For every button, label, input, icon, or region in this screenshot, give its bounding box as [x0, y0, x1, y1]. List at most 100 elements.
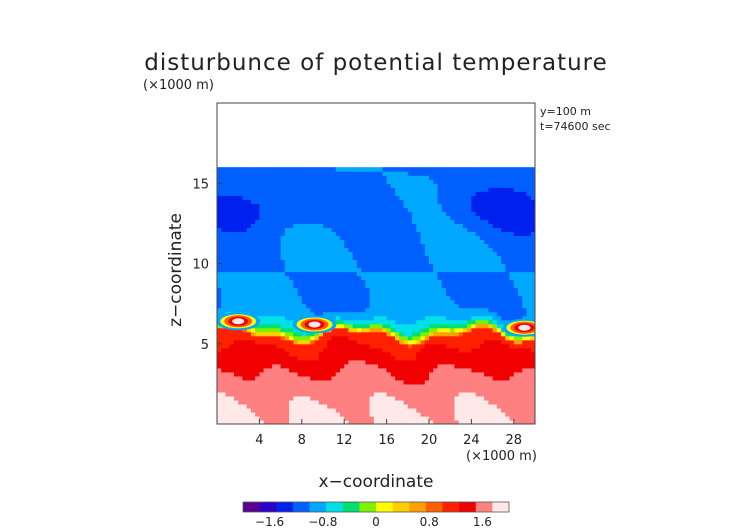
heatmap-cell	[356, 343, 362, 349]
heatmap-cell	[378, 199, 383, 204]
heatmap-cell	[458, 391, 464, 397]
heatmap-cell	[386, 275, 392, 281]
heatmap-cell	[217, 175, 222, 180]
heatmap-cell	[339, 211, 345, 216]
heatmap-cell	[399, 367, 405, 373]
heatmap-cell	[293, 207, 299, 212]
heatmap-cell	[238, 307, 244, 313]
heatmap-cell	[267, 415, 273, 421]
heatmap-cell	[297, 231, 303, 237]
heatmap-cell	[399, 203, 405, 208]
heatmap-cell	[488, 411, 494, 417]
heatmap-cell	[365, 187, 371, 192]
heatmap-cell	[327, 391, 333, 397]
heatmap-cell	[373, 183, 379, 188]
heatmap-cell	[441, 339, 447, 345]
heatmap-cell	[378, 343, 383, 349]
heatmap-cell	[284, 283, 290, 289]
heatmap-cell	[399, 275, 405, 281]
heatmap-cell	[475, 407, 481, 413]
heatmap-cell	[238, 335, 244, 341]
heatmap-cell	[429, 279, 434, 285]
heatmap-cell	[395, 403, 400, 409]
heatmap-cell	[454, 319, 460, 325]
heatmap-cell	[323, 187, 328, 192]
heatmap-cell	[429, 223, 434, 228]
heatmap-cell	[263, 299, 269, 305]
heatmap-cell	[314, 239, 320, 245]
heatmap-cell	[403, 395, 409, 401]
heatmap-cell	[475, 191, 481, 196]
heatmap-cell	[306, 167, 311, 172]
heatmap-cell	[263, 327, 269, 333]
heatmap-cell	[293, 183, 299, 188]
heatmap-cell	[306, 375, 311, 381]
heatmap-cell	[399, 167, 405, 172]
heatmap-cell	[522, 263, 528, 269]
heatmap-cell	[403, 183, 409, 188]
heatmap-cell	[280, 195, 286, 200]
heatmap-cell	[505, 391, 511, 397]
heatmap-cell	[530, 419, 535, 424]
y-unit-label: (×1000 m)	[143, 78, 214, 93]
heatmap-cell	[484, 215, 489, 220]
heatmap-cell	[467, 203, 472, 208]
heatmap-cell	[513, 419, 519, 424]
heatmap-cell	[454, 343, 460, 349]
heatmap-cell	[352, 299, 358, 305]
heatmap-cell	[310, 275, 316, 281]
heatmap-cell	[467, 375, 472, 381]
heatmap-cell	[501, 223, 506, 228]
heatmap-cell	[356, 347, 362, 353]
heatmap-cell	[221, 379, 227, 385]
heatmap-cell	[479, 199, 485, 204]
heatmap-cell	[301, 267, 307, 273]
heatmap-cell	[390, 187, 396, 192]
heatmap-cell	[488, 363, 494, 369]
heatmap-cell	[433, 251, 439, 257]
heatmap-cell	[246, 331, 252, 337]
heatmap-cell	[331, 211, 337, 216]
colorbar-swatch	[326, 502, 344, 512]
heatmap-cell	[339, 203, 345, 208]
heatmap-cell	[306, 267, 311, 273]
heatmap-cell	[458, 387, 464, 393]
heatmap-cell	[259, 383, 265, 389]
heatmap-cell	[412, 271, 417, 277]
heatmap-cell	[267, 295, 273, 301]
heatmap-cell	[280, 355, 286, 361]
heatmap-cell	[314, 207, 320, 212]
heatmap-cell	[458, 211, 464, 216]
heatmap-cell	[373, 319, 379, 325]
heatmap-cell	[445, 279, 451, 285]
heatmap-cell	[327, 187, 333, 192]
heatmap-cell	[284, 271, 290, 277]
heatmap-cell	[284, 223, 290, 228]
heatmap-cell	[314, 255, 320, 261]
heatmap-cell	[280, 215, 286, 220]
heatmap-cell	[225, 199, 231, 204]
heatmap-cell	[242, 231, 248, 237]
heatmap-cell	[518, 387, 523, 393]
heatmap-cell	[471, 175, 477, 180]
heatmap-cell	[327, 259, 333, 265]
heatmap-cell	[386, 363, 392, 369]
heatmap-cell	[509, 411, 515, 417]
heatmap-cell	[348, 351, 354, 357]
heatmap-cell	[462, 343, 468, 349]
heatmap-cell	[369, 383, 375, 389]
heatmap-cell	[373, 343, 379, 349]
heatmap-cell	[407, 399, 413, 405]
heatmap-cell	[318, 247, 324, 253]
heatmap-cell	[284, 175, 290, 180]
heatmap-cell	[259, 259, 265, 265]
heatmap-cell	[424, 223, 430, 228]
heatmap-cell	[386, 219, 392, 224]
heatmap-cell	[250, 191, 256, 196]
heatmap-cell	[323, 259, 328, 265]
heatmap-cell	[471, 299, 477, 305]
heatmap-cell	[416, 239, 422, 245]
heatmap-cell	[361, 291, 366, 297]
colorbar-swatch	[243, 502, 261, 512]
heatmap-cell	[344, 327, 350, 333]
